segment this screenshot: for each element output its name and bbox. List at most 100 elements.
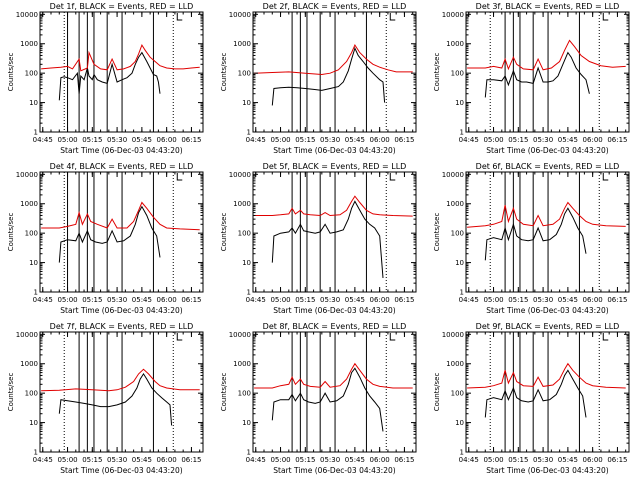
y-axis-label: Counts/sec — [7, 53, 15, 92]
bracket-marker — [602, 173, 609, 181]
y-axis-label: Counts/sec — [7, 373, 15, 412]
x-tick-label: 06:00 — [157, 296, 177, 304]
panel-title: Det 8f, BLACK = Events, RED = LLD — [263, 322, 407, 331]
x-tick-label: 06:00 — [370, 136, 390, 144]
bracket-marker — [602, 13, 609, 21]
y-tick-label: 100 — [238, 230, 251, 238]
x-tick-label: 05:15 — [82, 296, 102, 304]
x-tick-label: 05:00 — [483, 456, 503, 464]
x-axis-label: Start Time (06-Dec-03 04:43:20) — [273, 306, 395, 315]
lld-series-line — [254, 362, 413, 389]
y-tick-label: 100 — [451, 390, 464, 398]
x-axis-label: Start Time (06-Dec-03 04:43:20) — [486, 466, 608, 475]
x-axis-label: Start Time (06-Dec-03 04:43:20) — [486, 146, 608, 155]
y-axis-label: Counts/sec — [220, 53, 228, 92]
y-tick-label: 1 — [460, 129, 464, 137]
plot-frame — [39, 171, 204, 293]
x-tick-label: 05:00 — [483, 136, 503, 144]
y-tick-label: 1 — [460, 289, 464, 297]
x-tick-label: 05:45 — [132, 136, 152, 144]
plot-frame — [39, 331, 204, 453]
events-series-line — [58, 372, 173, 426]
x-tick-label: 05:00 — [483, 296, 503, 304]
lld-series-line — [467, 39, 626, 71]
x-tick-label: 06:00 — [583, 136, 603, 144]
x-tick-label: 06:00 — [370, 296, 390, 304]
x-tick-label: 06:15 — [607, 136, 627, 144]
x-tick-label: 05:00 — [270, 456, 290, 464]
x-tick-label: 04:45 — [246, 136, 266, 144]
y-tick-label: 100 — [451, 70, 464, 78]
y-tick-label: 100 — [25, 390, 38, 398]
y-tick-label: 1000 — [233, 40, 251, 48]
y-tick-label: 1000 — [446, 200, 464, 208]
y-tick-label: 10 — [29, 259, 38, 267]
x-tick-label: 05:30 — [320, 296, 340, 304]
x-tick-label: 05:15 — [508, 296, 528, 304]
panel-title: Det 6f, BLACK = Events, RED = LLD — [476, 162, 620, 171]
y-tick-label: 10 — [455, 419, 464, 427]
y-tick-label: 100 — [238, 390, 251, 398]
plot-frame — [465, 171, 630, 293]
y-tick-label: 1000 — [446, 360, 464, 368]
x-tick-label: 04:45 — [459, 296, 479, 304]
x-tick-label: 05:45 — [558, 136, 578, 144]
x-tick-label: 05:15 — [82, 136, 102, 144]
y-tick-label: 1 — [34, 289, 38, 297]
x-tick-label: 06:00 — [157, 136, 177, 144]
x-tick-label: 05:00 — [270, 296, 290, 304]
y-tick-label: 10 — [29, 419, 38, 427]
y-axis-label: Counts/sec — [7, 213, 15, 252]
x-tick-label: 05:00 — [57, 296, 77, 304]
y-tick-label: 10000 — [16, 331, 38, 339]
y-tick-label: 1 — [34, 129, 38, 137]
x-tick-label: 06:15 — [394, 456, 414, 464]
x-tick-label: 06:15 — [181, 296, 201, 304]
x-tick-label: 05:30 — [533, 136, 553, 144]
detector-panel: Det 1f, BLACK = Events, RED = LLD Counts/… — [7, 2, 204, 155]
y-tick-label: 10000 — [229, 331, 251, 339]
y-axis-label: Counts/sec — [433, 373, 441, 412]
x-tick-label: 06:15 — [394, 296, 414, 304]
y-tick-label: 10000 — [442, 171, 464, 179]
y-tick-label: 10000 — [16, 171, 38, 179]
y-tick-label: 100 — [238, 70, 251, 78]
panel-title: Det 3f, BLACK = Events, RED = LLD — [476, 2, 620, 11]
x-tick-label: 05:00 — [57, 136, 77, 144]
x-tick-label: 05:45 — [132, 456, 152, 464]
panel-title: Det 7f, BLACK = Events, RED = LLD — [50, 322, 194, 331]
events-series-line — [58, 51, 161, 101]
y-tick-label: 10000 — [442, 331, 464, 339]
events-series-line — [484, 369, 587, 418]
x-tick-label: 05:15 — [82, 456, 102, 464]
x-tick-label: 06:00 — [370, 456, 390, 464]
x-tick-label: 04:45 — [459, 136, 479, 144]
x-axis-label: Start Time (06-Dec-03 04:43:20) — [60, 146, 182, 155]
bracket-marker — [389, 173, 396, 181]
bracket-marker — [602, 333, 609, 341]
plot-frame — [252, 331, 417, 453]
panel-title: Det 4f, BLACK = Events, RED = LLD — [50, 162, 194, 171]
y-tick-label: 1000 — [20, 360, 38, 368]
x-tick-label: 04:45 — [246, 296, 266, 304]
bracket-marker — [389, 333, 396, 341]
y-tick-label: 1000 — [233, 200, 251, 208]
panel-title: Det 1f, BLACK = Events, RED = LLD — [50, 2, 194, 11]
y-tick-label: 100 — [25, 230, 38, 238]
y-axis-label: Counts/sec — [220, 213, 228, 252]
x-tick-label: 06:00 — [583, 296, 603, 304]
x-tick-label: 05:45 — [558, 296, 578, 304]
y-tick-label: 10 — [455, 259, 464, 267]
panel-title: Det 9f, BLACK = Events, RED = LLD — [476, 322, 620, 331]
x-tick-label: 04:45 — [33, 136, 53, 144]
x-tick-label: 06:15 — [607, 296, 627, 304]
x-tick-label: 05:30 — [533, 456, 553, 464]
x-tick-label: 05:15 — [508, 456, 528, 464]
x-tick-label: 05:30 — [107, 296, 127, 304]
x-tick-label: 05:45 — [345, 136, 365, 144]
y-tick-label: 10 — [242, 99, 251, 107]
x-tick-label: 05:45 — [558, 456, 578, 464]
bracket-marker — [176, 333, 183, 341]
y-tick-label: 1 — [247, 289, 251, 297]
